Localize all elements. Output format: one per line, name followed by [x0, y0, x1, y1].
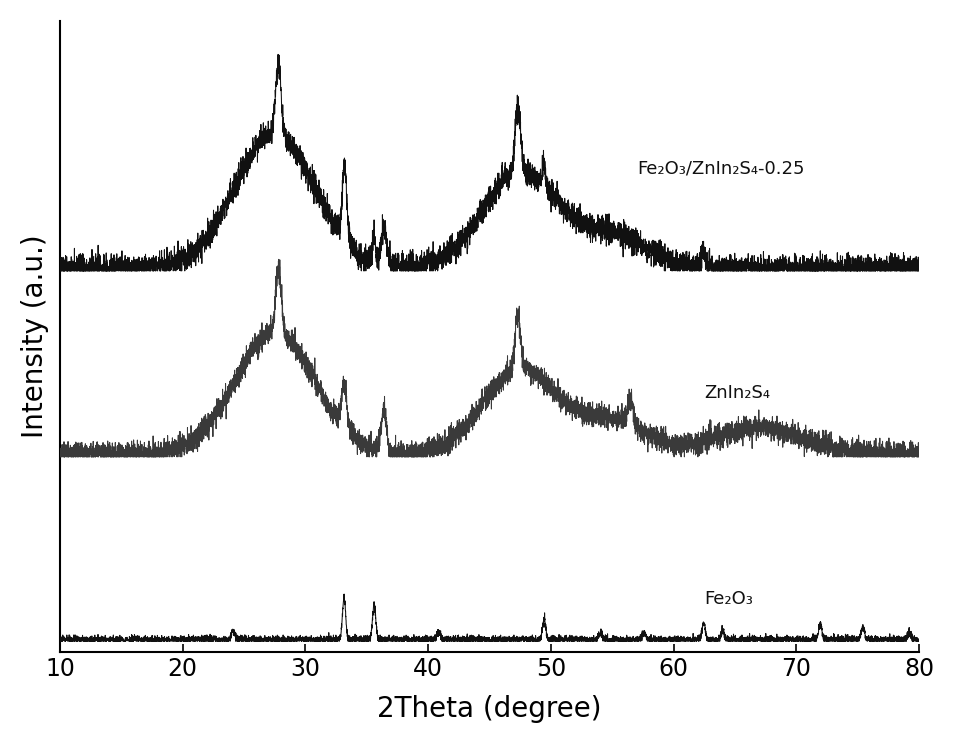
Text: ZnIn₂S₄: ZnIn₂S₄ — [705, 385, 771, 403]
Y-axis label: Intensity (a.u.): Intensity (a.u.) — [21, 235, 49, 438]
X-axis label: 2Theta (degree): 2Theta (degree) — [377, 695, 602, 723]
Text: Fe₂O₃: Fe₂O₃ — [705, 589, 753, 608]
Text: Fe₂O₃/ZnIn₂S₄-0.25: Fe₂O₃/ZnIn₂S₄-0.25 — [637, 160, 804, 178]
